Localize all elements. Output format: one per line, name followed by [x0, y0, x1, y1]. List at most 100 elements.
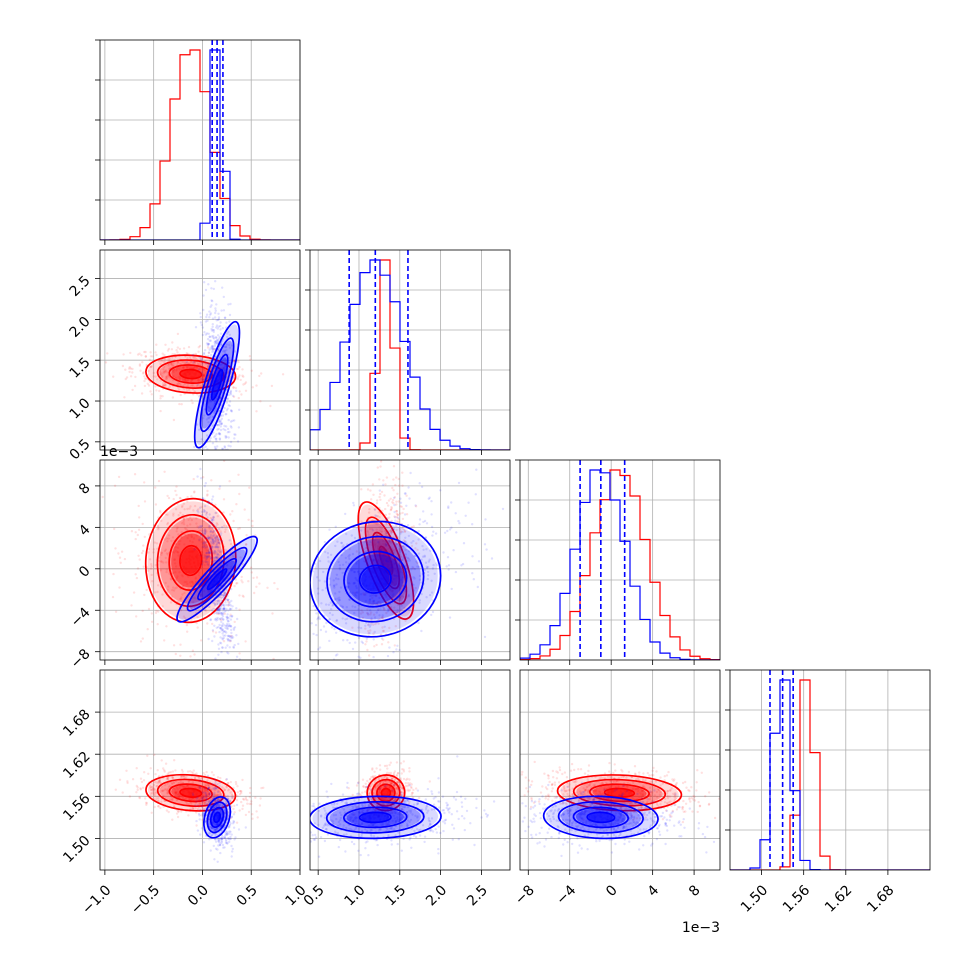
scatter-point — [207, 550, 211, 554]
scatter-point — [192, 367, 195, 370]
scatter-point — [239, 378, 242, 382]
scatter-point — [395, 528, 398, 532]
scatter-point — [229, 835, 232, 839]
scatter-point — [211, 526, 214, 530]
scatter-point — [461, 562, 465, 566]
scatter-point — [128, 795, 132, 798]
scatter-point — [457, 519, 460, 523]
scatter-point — [310, 682, 312, 684]
scatter-point — [211, 639, 214, 643]
scatter-point — [195, 797, 198, 800]
scatter-point — [185, 352, 188, 355]
scatter-point — [237, 367, 240, 371]
scatter-point — [212, 559, 216, 562]
scatter-point — [231, 554, 235, 558]
scatter-point — [112, 572, 115, 576]
scatter-point — [439, 489, 442, 492]
scatter-point — [431, 534, 434, 537]
scatter-point — [219, 602, 222, 605]
scatter-point — [228, 346, 232, 349]
scatter-point — [209, 353, 213, 357]
scatter-point — [222, 604, 226, 608]
scatter-point — [221, 625, 224, 628]
scatter-point — [204, 536, 208, 540]
scatter-point — [207, 563, 210, 566]
scatter-point — [203, 787, 206, 790]
scatter-point — [214, 476, 216, 478]
scatter-point — [187, 345, 191, 349]
scatter-point — [228, 393, 231, 397]
scatter-point — [153, 753, 156, 756]
scatter-point — [392, 478, 395, 481]
scatter-point — [201, 326, 205, 329]
scatter-point — [218, 541, 221, 544]
scatter-point — [160, 519, 163, 522]
scatter-point — [131, 371, 134, 374]
scatter-point — [238, 652, 241, 655]
scatter-point — [290, 579, 292, 581]
scatter-point — [208, 838, 211, 841]
scatter-point — [220, 422, 223, 426]
scatter-point — [234, 780, 238, 784]
scatter-point — [221, 613, 224, 616]
scatter-point — [202, 795, 205, 798]
scatter-point — [164, 762, 168, 765]
scatter-point — [396, 513, 399, 516]
scatter-point — [225, 618, 229, 621]
scatter-point — [191, 580, 194, 584]
scatter-point — [118, 556, 122, 559]
scatter-point — [180, 535, 183, 539]
scatter-point — [135, 767, 138, 770]
scatter-point — [225, 525, 228, 528]
scatter-point — [405, 494, 408, 497]
scatter-point — [216, 606, 219, 609]
scatter-point — [201, 532, 205, 535]
scatter-point — [218, 487, 221, 490]
scatter-point — [229, 542, 233, 546]
scatter-point — [190, 399, 193, 402]
scatter-point — [201, 367, 205, 371]
scatter-point — [162, 360, 165, 363]
scatter-point — [227, 436, 230, 439]
scatter-point — [188, 507, 191, 510]
scatter-point — [173, 759, 176, 762]
scatter-point — [222, 634, 225, 637]
scatter-point — [141, 522, 144, 526]
scatter-point — [243, 382, 247, 385]
scatter-point — [212, 431, 215, 434]
scatter-point — [213, 400, 217, 403]
scatter-point — [260, 372, 263, 375]
scatter-point — [224, 609, 227, 612]
scatter-point — [208, 527, 211, 530]
scatter-point — [251, 817, 254, 820]
scatter-point — [247, 518, 250, 521]
scatter-point — [142, 779, 146, 782]
contour-red — [168, 364, 214, 384]
scatter-point — [229, 665, 231, 667]
density-level — [208, 569, 226, 589]
scatter-point — [172, 589, 176, 592]
scatter-point — [177, 810, 180, 813]
scatter-point — [141, 637, 144, 640]
scatter-point — [177, 514, 180, 517]
scatter-point — [210, 542, 213, 545]
scatter-point — [231, 614, 234, 618]
scatter-point — [213, 556, 217, 559]
scatter-point — [221, 601, 224, 604]
scatter-point — [442, 551, 445, 554]
scatter-point — [217, 432, 221, 435]
scatter-point — [296, 623, 298, 625]
scatter-point — [248, 355, 252, 358]
scatter-point — [184, 378, 187, 381]
scatter-point — [175, 368, 178, 371]
scatter-point — [173, 562, 177, 565]
contour-blue — [205, 353, 229, 416]
scatter-point — [394, 483, 397, 487]
scatter-point — [372, 655, 375, 659]
scatter-point — [218, 542, 221, 545]
scatter-point — [254, 796, 257, 799]
scatter-point — [150, 365, 153, 368]
scatter-point — [138, 796, 141, 800]
scatter-point — [207, 332, 210, 335]
scatter-point — [134, 375, 137, 379]
